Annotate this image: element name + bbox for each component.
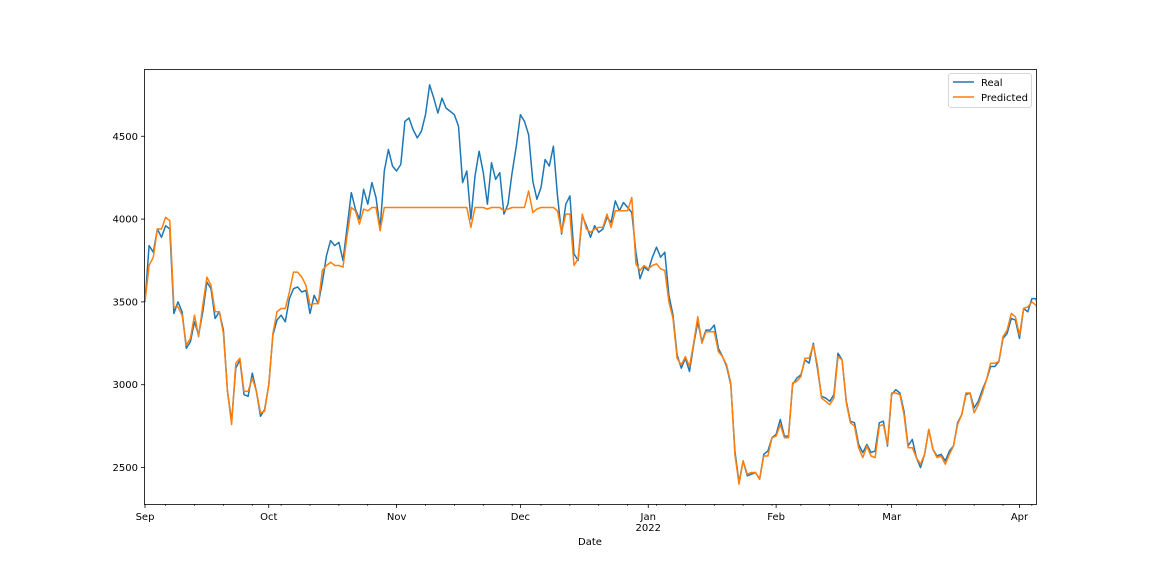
x-tick-label: Oct bbox=[260, 512, 277, 523]
x-axis-label: Date bbox=[578, 537, 602, 548]
y-tick-label: 4500 bbox=[113, 132, 138, 143]
legend: Real Predicted bbox=[948, 73, 1032, 108]
x-tick-label: Dec bbox=[511, 512, 530, 523]
series-line-real bbox=[145, 84, 1036, 484]
x-tick-label: Mar bbox=[882, 512, 902, 523]
y-tick-label: 2500 bbox=[113, 463, 138, 474]
x-tick-label: Jan bbox=[640, 512, 656, 523]
y-tick-label: 4000 bbox=[113, 215, 138, 226]
x-year-label: 2022 bbox=[636, 523, 661, 534]
plot-frame bbox=[144, 69, 1037, 505]
x-tick-label: Apr bbox=[1011, 512, 1029, 523]
y-tick-label: 3000 bbox=[113, 380, 138, 391]
series-line-predicted bbox=[145, 190, 1036, 485]
x-tick-label: Nov bbox=[387, 512, 407, 523]
legend-label-predicted: Predicted bbox=[981, 93, 1028, 104]
series-lines bbox=[145, 84, 1036, 485]
x-tick-label: Feb bbox=[767, 512, 785, 523]
y-tick-label: 3500 bbox=[113, 297, 138, 308]
x-tick-label: Sep bbox=[136, 512, 155, 523]
legend-label-real: Real bbox=[981, 78, 1003, 89]
y-axis: 2500 3000 3500 4000 4500 bbox=[113, 132, 145, 474]
